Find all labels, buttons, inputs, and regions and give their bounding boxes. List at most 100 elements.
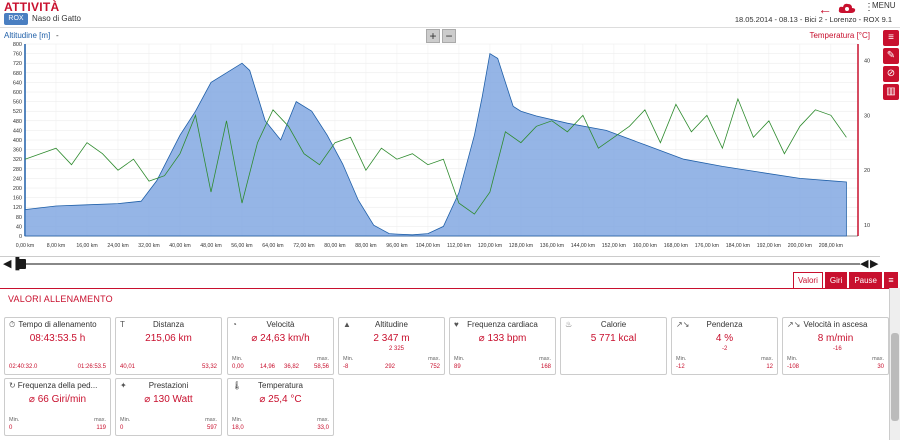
x-tick-label: 128,00 km	[509, 243, 533, 249]
stat-min-label: Min.	[787, 356, 798, 362]
stat-max-value: 119	[96, 425, 106, 431]
x-tick-label: 24,00 km	[107, 243, 128, 249]
stat-max-label: max.	[539, 356, 551, 362]
elevation-temperature-chart[interactable]: 8007607206806406005605204804404003603202…	[0, 40, 880, 256]
stat-card[interactable]: 🌡 Temperatura ⌀ 25,4 °C Min. 18,0 max. 33,0	[227, 378, 334, 436]
zoom-in-button[interactable]: +	[426, 29, 440, 43]
stat-max-value: 30	[877, 364, 884, 370]
stat-card[interactable]: ▲ Altitudine 2 347 m 2 325 Min. -8 max. 752 292	[338, 317, 445, 375]
stat-title: Altitudine	[375, 320, 408, 329]
y-left-tick-label: 640	[13, 80, 22, 86]
route-icon: ROX	[4, 13, 28, 25]
scrubber-track[interactable]	[20, 263, 860, 265]
x-tick-label: 48,00 km	[200, 243, 221, 249]
x-tick-label: 40,00 km	[169, 243, 190, 249]
stat-value: 08:43:53.5 h	[29, 333, 86, 344]
stat-card[interactable]: ↗↘ Velocità in ascesa 8 m/min -16 Min. -108 ma…	[782, 317, 889, 375]
stat-max-label: max.	[428, 356, 440, 362]
stat-value: 8 m/min	[817, 333, 854, 344]
scrollbar-thumb[interactable]	[891, 333, 899, 421]
stat-value: 5 771 kcal	[590, 333, 637, 344]
stat-card[interactable]: ◔ Velocità ⌀ 24,63 km/h Min. 0,00 max. 58,56 14…	[227, 317, 334, 375]
stat-min-label: Min.	[232, 417, 243, 423]
y-left-tick-label: 160	[13, 196, 22, 202]
cloud-icon[interactable]	[838, 2, 856, 14]
stat-card[interactable]: ↻ Frequenza della ped... ⌀ 66 Giri/min Min.…	[4, 378, 111, 436]
scrubber-start-icon[interactable]: ◀▐	[3, 258, 20, 270]
stat-max-label: max.	[317, 356, 329, 362]
stat-max-label: max.	[205, 417, 217, 423]
y-left-tick-label: 520	[13, 109, 22, 115]
x-tick-label: 136,00 km	[540, 243, 564, 249]
y-left-tick-label: 680	[13, 71, 22, 77]
panel-scrollbar[interactable]	[889, 288, 900, 440]
x-tick-label: 152,00 km	[602, 243, 626, 249]
scrubber-next-icon[interactable]: ▶	[870, 258, 879, 270]
values-panel: VALORI ALLENAMENTO	[0, 288, 890, 440]
stat-icon: ↻	[9, 381, 16, 390]
y-left-tick-label: 0	[19, 234, 22, 240]
stat-min-value: 89	[454, 364, 461, 370]
scrubber-prev-icon[interactable]: ◀	[860, 258, 869, 270]
zoom-out-button[interactable]: −	[442, 29, 456, 43]
list-icon[interactable]: ≡	[883, 30, 899, 46]
stat-min-label: Min.	[343, 356, 354, 362]
stat-value: ⌀ 24,63 km/h	[251, 333, 310, 344]
stat-left-value: 40,01	[120, 364, 136, 370]
menu-dots-icon[interactable]: ⋮	[864, 2, 874, 13]
stat-min-value: -8	[343, 364, 349, 370]
tab-giri[interactable]: Giri	[824, 272, 848, 288]
stat-card[interactable]: ♥ Frequenza cardiaca ⌀ 133 bpm Min. 89 max. 16…	[449, 317, 556, 375]
x-tick-label: 96,00 km	[386, 243, 407, 249]
list-view-icon[interactable]: ≡	[884, 272, 898, 288]
stat-value: ⌀ 66 Giri/min	[28, 394, 87, 405]
altitude-area	[24, 52, 847, 237]
scrubber-thumb[interactable]	[18, 259, 26, 269]
temperature-axis-label[interactable]: Temperatura [°C]	[809, 31, 870, 40]
stat-left-value: 02:40:32.0	[9, 364, 38, 370]
x-tick-label: 144,00 km	[571, 243, 595, 249]
stat-title: Velocità in ascesa	[803, 320, 868, 329]
stat-title: Tempo di allenamento	[18, 320, 97, 329]
stat-card[interactable]: ✦ Prestazioni ⌀ 130 Watt Min. 0 max. 597	[115, 378, 222, 436]
x-tick-label: 168,00 km	[664, 243, 688, 249]
stat-title: Distanza	[152, 320, 185, 329]
stat-icon: ◔	[232, 320, 237, 329]
stat-mid-value: 292	[385, 364, 396, 370]
tab-pause[interactable]: Pause	[849, 272, 882, 288]
stat-title: Calorie	[600, 320, 627, 329]
temperature-dash: -	[813, 31, 816, 40]
stat-title: Velocità	[266, 320, 295, 329]
timeline-scrubber[interactable]: ◀▐ ◀ ▶	[0, 256, 880, 270]
stat-max-label: max.	[761, 356, 773, 362]
stat-card[interactable]: ↗↘ Pendenza 4 % -2 Min. -12 max. 12	[671, 317, 778, 375]
y-left-tick-label: 40	[16, 224, 22, 230]
bar-chart-icon[interactable]: ▥	[883, 84, 899, 100]
stat-icon: ⏱	[9, 320, 16, 329]
stat-title: Pendenza	[706, 320, 743, 329]
y-right-tick-label: 40	[864, 58, 870, 64]
panel-tabs: Valori Giri Pause	[793, 272, 882, 288]
edit-icon[interactable]: ✎	[883, 48, 899, 64]
x-tick-label: 8,00 km	[47, 243, 65, 249]
stat-max-value: 33,0	[317, 425, 329, 431]
stat-min-value: -108	[787, 364, 800, 370]
stat-max-value: 752	[429, 364, 440, 370]
tab-valori[interactable]: Valori	[793, 272, 823, 288]
y-left-tick-label: 320	[13, 157, 22, 163]
y-right-tick-label: 10	[864, 223, 870, 229]
stat-card[interactable]: ♨ Calorie 5 771 kcal	[560, 317, 667, 375]
stat-card[interactable]: T Distanza 215,06 km 40,01 53,32	[115, 317, 222, 375]
altitude-axis-label[interactable]: Altitudine [m]	[4, 31, 51, 40]
y-right-tick-label: 30	[864, 113, 870, 119]
stat-sub-value: 2 325	[389, 346, 405, 352]
y-left-tick-label: 480	[13, 119, 22, 125]
y-left-tick-label: 440	[13, 128, 22, 134]
x-tick-label: 192,00 km	[757, 243, 781, 249]
menu-button[interactable]: MENU	[872, 1, 896, 10]
no-filter-icon[interactable]: ⊘	[883, 66, 899, 82]
chart-side-tools: ≡ ✎ ⊘ ▥	[882, 28, 900, 102]
stat-card[interactable]: ⏱ Tempo di allenamento 08:43:53.5 h 02:40:3…	[4, 317, 111, 375]
x-tick-label: 112,00 km	[447, 243, 471, 249]
back-arrow-icon[interactable]: ←	[818, 1, 832, 17]
